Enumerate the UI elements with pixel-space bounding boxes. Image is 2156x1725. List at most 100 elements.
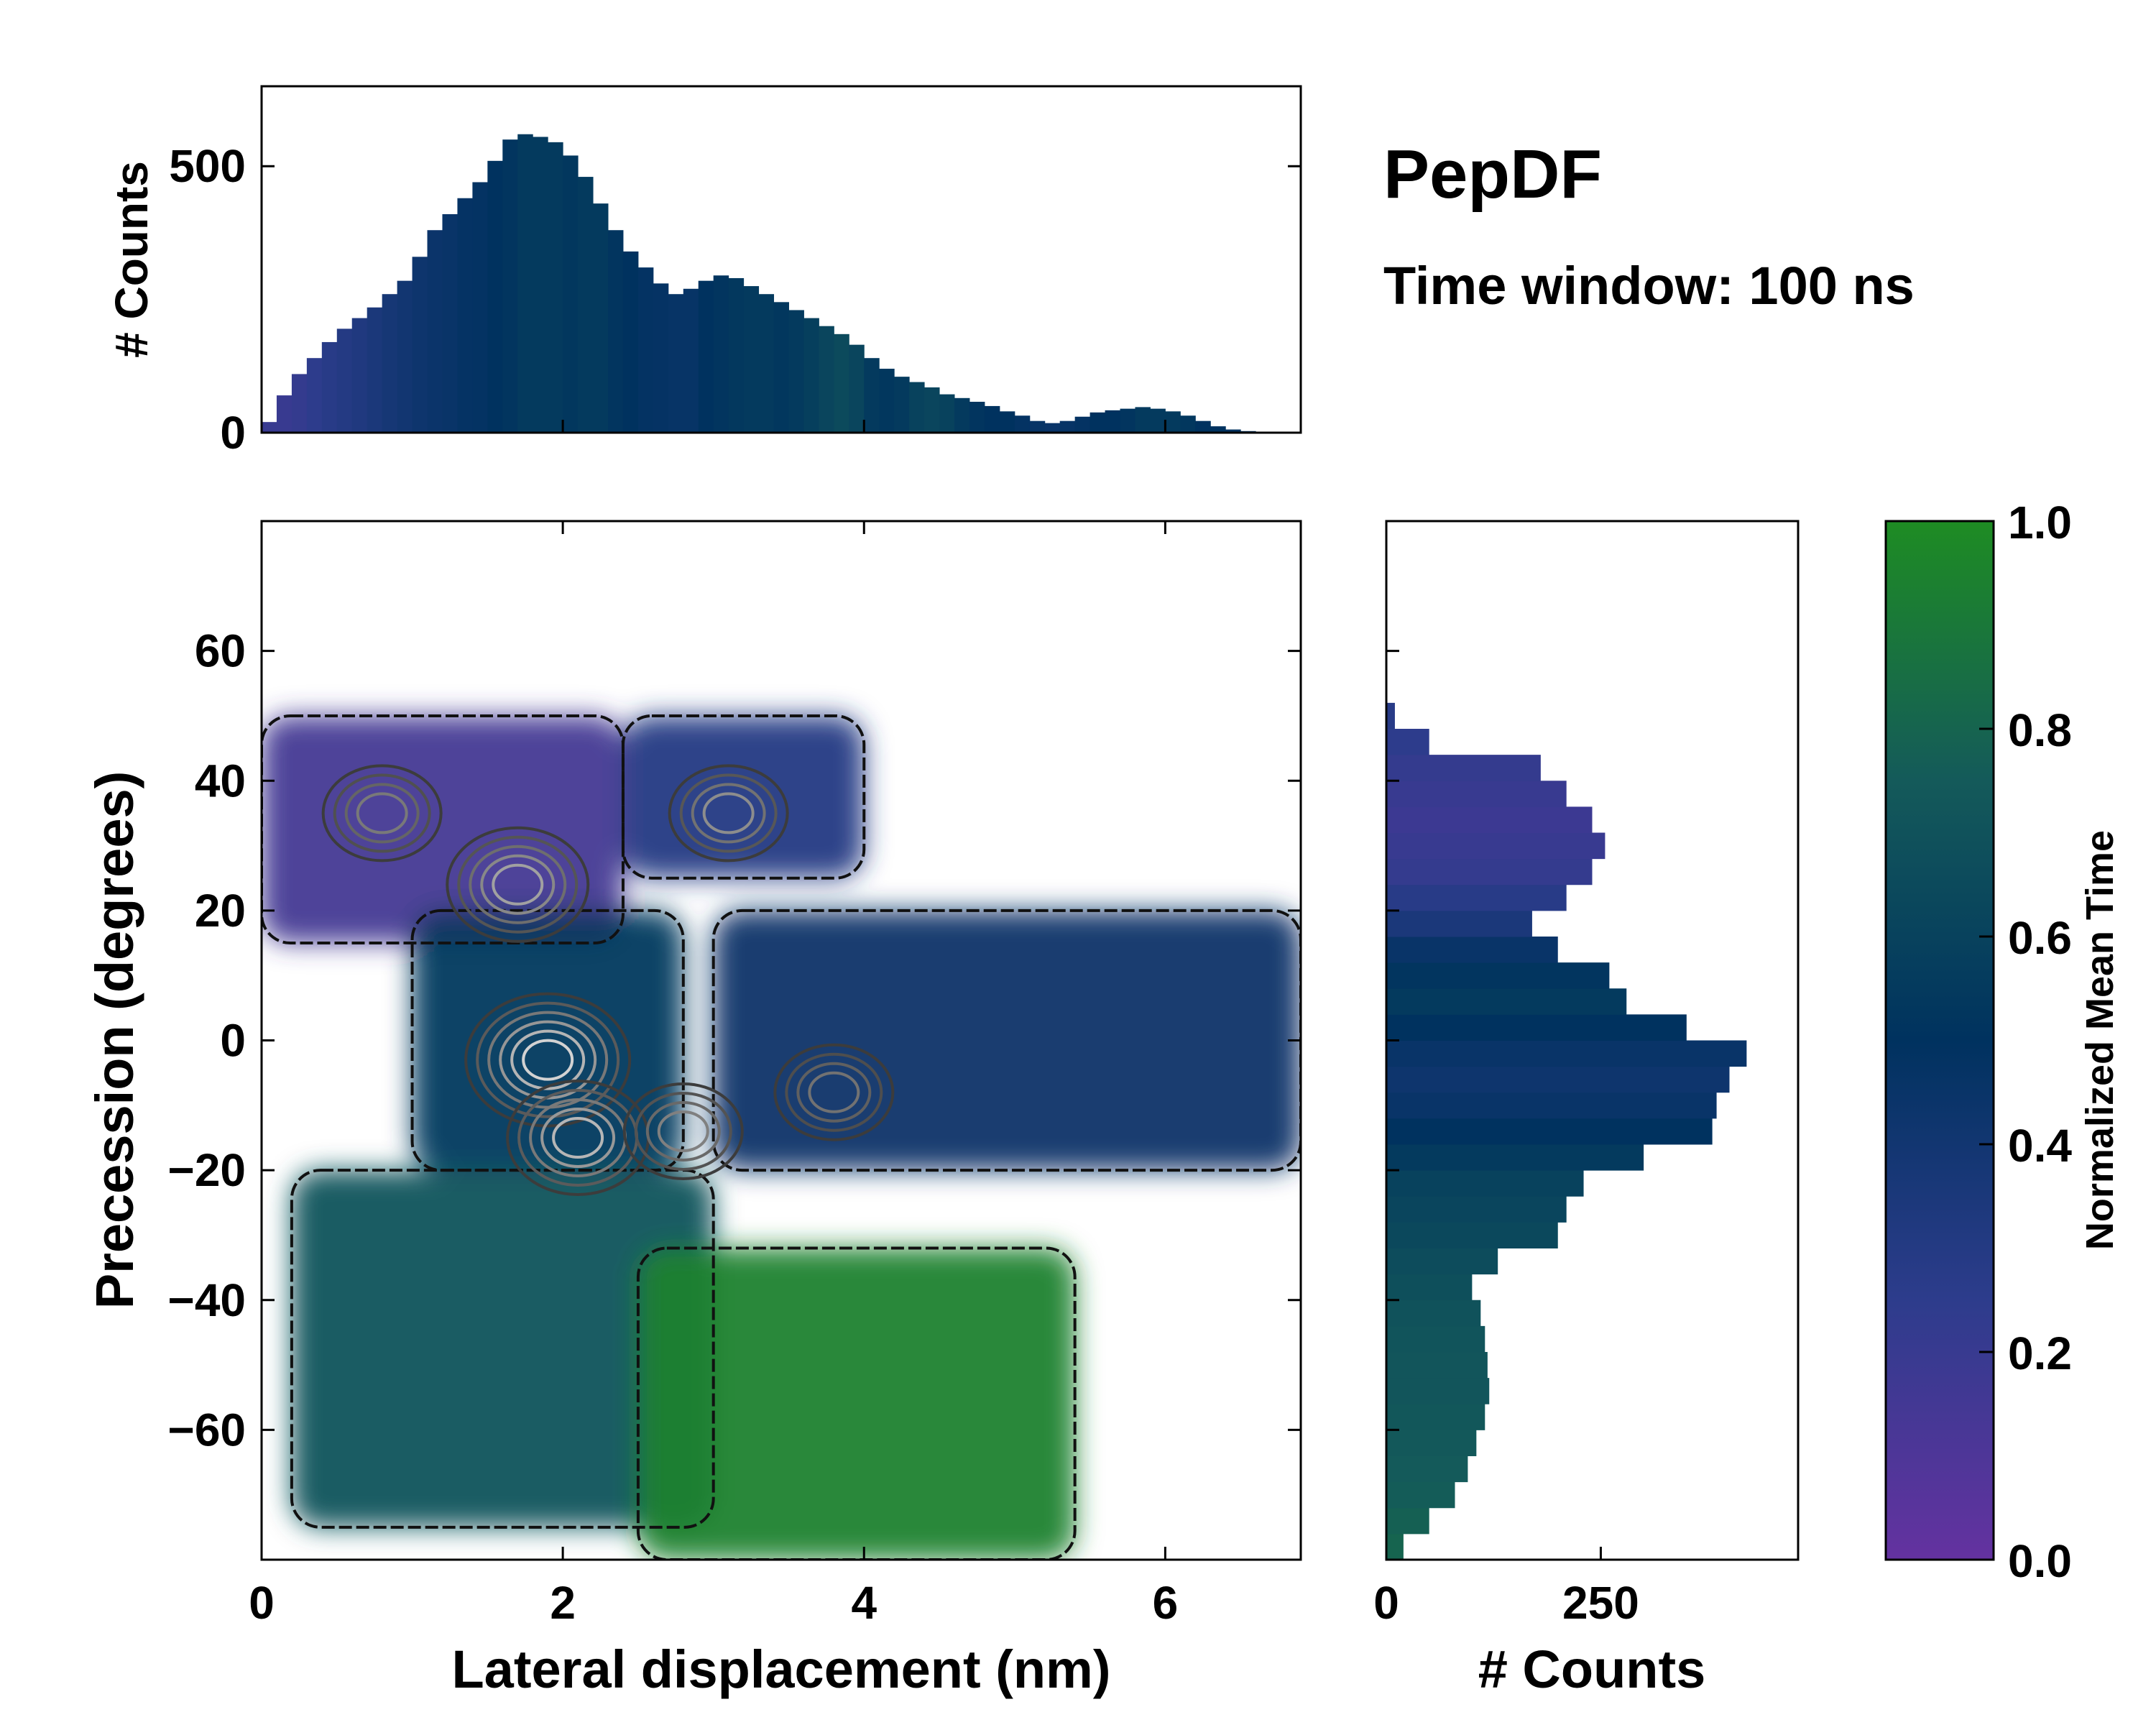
heatmap-ytick-label: −20 xyxy=(167,1144,246,1196)
colorbar-tick-label: 0.8 xyxy=(2008,704,2072,756)
side-histogram-bar xyxy=(1386,1170,1584,1197)
density-contour xyxy=(457,835,579,934)
top-histogram-bar xyxy=(1195,420,1211,433)
heatmap-xtick-label: 4 xyxy=(851,1577,877,1629)
top-histogram-bar xyxy=(1029,420,1046,433)
top-histogram-bar xyxy=(1105,410,1121,433)
side-histogram-bar xyxy=(1386,1196,1567,1223)
top-histogram-bar xyxy=(713,275,729,433)
top-histogram-bar xyxy=(1014,415,1031,433)
heatmap-frame xyxy=(260,520,1302,1561)
density-contour xyxy=(691,783,766,844)
top-histogram-bar xyxy=(668,294,684,433)
colorbar-tick-label: 0.2 xyxy=(2008,1328,2072,1379)
colorbar-frame xyxy=(1884,520,1995,1561)
side-histogram-bar xyxy=(1386,1066,1730,1093)
top-histogram-bar xyxy=(397,280,413,433)
top-histogram-bar xyxy=(442,213,458,433)
top-histogram-bar xyxy=(637,267,654,433)
side-histogram-xlabel: # Counts xyxy=(1478,1639,1706,1699)
top-histogram-bar xyxy=(743,286,760,433)
top-histogram-bar xyxy=(879,369,895,433)
density-contour xyxy=(702,792,755,834)
heatmap-region-outline xyxy=(290,1169,715,1529)
density-contour xyxy=(333,773,431,853)
top-histogram-bar xyxy=(593,203,609,433)
side-histogram-bar xyxy=(1386,1481,1455,1509)
top-histogram-ytick-label: 500 xyxy=(169,140,246,192)
top-histogram-ytick-label: 0 xyxy=(220,407,246,459)
heatmap-xtick-label: 6 xyxy=(1153,1577,1179,1629)
chart-title: PepDF xyxy=(1383,136,1602,213)
side-histogram-bar xyxy=(1386,1430,1477,1456)
heatmap-ytick-label: 40 xyxy=(195,755,246,806)
heatmap-ytick-label: 20 xyxy=(195,885,246,937)
top-histogram-bar xyxy=(1120,408,1135,433)
top-histogram-bar xyxy=(758,294,775,433)
top-histogram-bar xyxy=(788,310,804,433)
top-histogram-bar xyxy=(578,177,594,433)
top-histogram-bar xyxy=(849,344,865,433)
top-histogram-bar xyxy=(502,139,518,433)
top-histogram-bar xyxy=(412,257,428,433)
colorbar-label: Normalized Mean Time xyxy=(2078,830,2122,1250)
side-histogram-bar xyxy=(1386,755,1541,781)
side-histogram-bar xyxy=(1386,1014,1687,1041)
side-histogram-bar xyxy=(1386,910,1532,937)
side-histogram-bar xyxy=(1386,1144,1644,1171)
top-histogram-bar xyxy=(608,230,624,433)
top-histogram-bars xyxy=(262,134,1302,433)
heatmap-region xyxy=(637,1248,1075,1560)
density-contour xyxy=(808,1071,860,1113)
top-histogram-bar xyxy=(683,288,699,433)
top-histogram-bar xyxy=(834,334,849,433)
colorbar-gradient xyxy=(1886,521,1994,1560)
top-histogram-bar xyxy=(1074,416,1091,433)
top-histogram-bar xyxy=(1135,407,1151,433)
side-histogram-bar xyxy=(1386,1118,1713,1145)
heatmap-ticks: 0 2 4 6 −60 −40 −20 0 20 40 60 xyxy=(167,521,1301,1629)
chart-subtitle: Time window: 100 ns xyxy=(1383,256,1915,316)
top-histogram-bar xyxy=(351,318,368,433)
top-histogram-bar xyxy=(276,395,292,433)
top-histogram-bar xyxy=(321,341,338,433)
density-contour xyxy=(796,1062,872,1123)
side-histogram-bar xyxy=(1386,1248,1498,1275)
density-contour xyxy=(476,1001,620,1118)
heatmap-region xyxy=(291,1170,714,1527)
side-histogram-bar xyxy=(1386,1404,1485,1430)
heatmap-outline xyxy=(262,714,1301,1560)
top-histogram-bar xyxy=(924,387,940,433)
top-histogram-bar xyxy=(306,358,323,433)
colorbar: 0.0 0.2 0.4 0.6 0.8 1.0 Normalized Mean Time xyxy=(1884,497,2122,1587)
top-histogram-bar xyxy=(803,318,819,433)
density-contour xyxy=(679,773,778,853)
top-histogram-bar xyxy=(382,294,398,433)
top-histogram-bar xyxy=(1089,412,1106,433)
colorbar-ticks: 0.0 0.2 0.4 0.6 0.8 1.0 xyxy=(1979,497,2072,1587)
side-histogram-bar xyxy=(1386,1455,1468,1483)
top-histogram-bar xyxy=(653,283,669,433)
top-histogram: 0 500 # Counts xyxy=(106,85,1302,459)
side-histogram-ticks: 0 250 xyxy=(1373,650,1639,1629)
side-histogram: 0 250 # Counts xyxy=(1373,520,1800,1699)
top-histogram-bar xyxy=(969,401,985,433)
side-histogram-bar xyxy=(1386,962,1610,989)
side-histogram-bar xyxy=(1386,1352,1488,1379)
density-contour xyxy=(480,854,556,915)
density-contour xyxy=(492,863,544,906)
top-histogram-bar xyxy=(1044,423,1061,433)
density-contour xyxy=(657,1110,709,1152)
top-histogram-bar xyxy=(698,280,714,433)
top-histogram-bar xyxy=(517,134,533,433)
heatmap-ytick-label: 60 xyxy=(195,625,246,677)
side-histogram-bar xyxy=(1386,1274,1473,1301)
heatmap-ytick-label: −60 xyxy=(167,1404,246,1455)
top-histogram-frame xyxy=(260,85,1302,434)
top-histogram-bar xyxy=(984,405,1000,433)
top-histogram-bar xyxy=(819,326,834,433)
density-contour xyxy=(622,1082,744,1180)
side-histogram-bar xyxy=(1386,884,1567,911)
density-contour xyxy=(645,1100,721,1162)
top-histogram-bar xyxy=(533,137,548,433)
